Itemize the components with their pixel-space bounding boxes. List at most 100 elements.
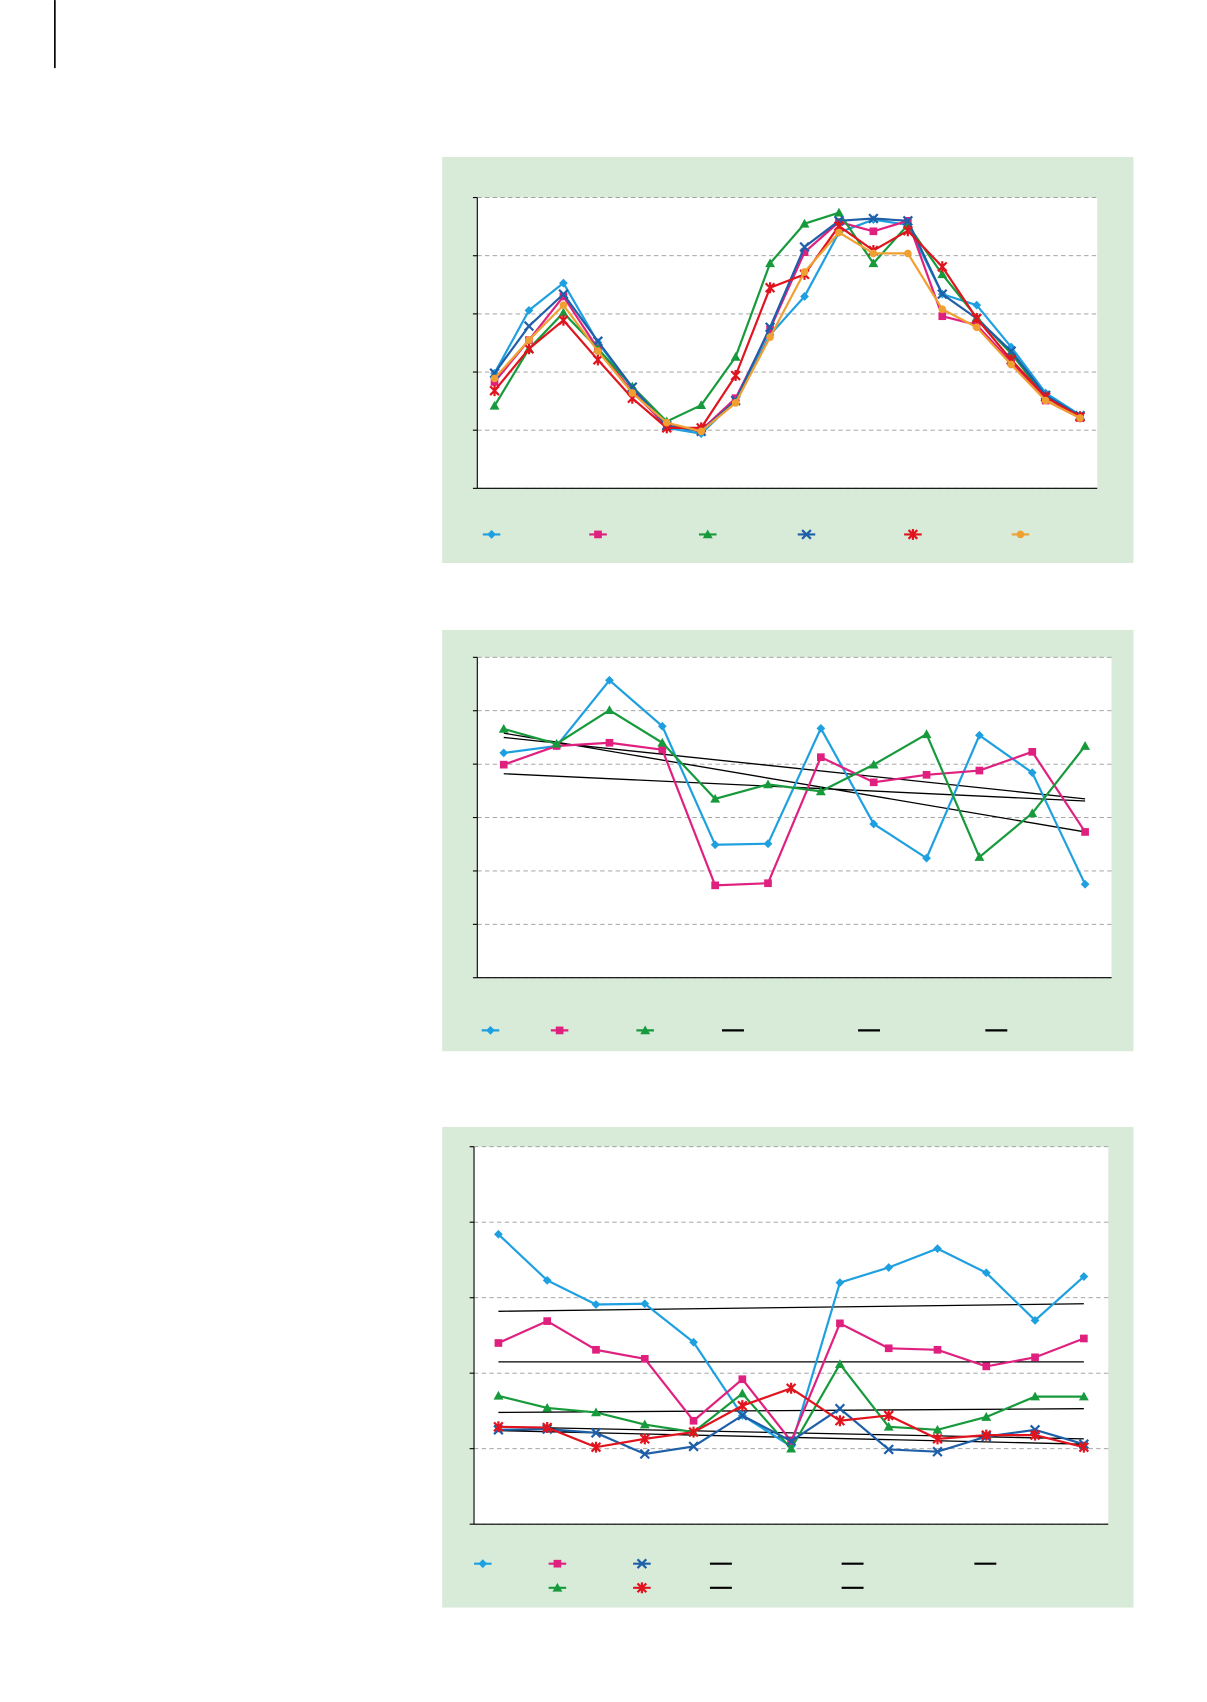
marker-shape — [799, 241, 810, 253]
marker-shape — [868, 759, 879, 769]
marker-shape — [494, 1229, 503, 1239]
marker — [525, 336, 533, 344]
series-line — [493, 219, 1081, 432]
marker — [1027, 768, 1037, 778]
marker — [1028, 748, 1037, 756]
marker-shape — [590, 1441, 602, 1453]
marker-shape — [730, 370, 741, 382]
marker — [689, 1337, 698, 1347]
marker-shape — [710, 840, 720, 850]
marker-shape — [937, 288, 948, 300]
marker-shape — [1079, 1272, 1089, 1281]
marker-shape — [558, 288, 569, 300]
marker-shape — [658, 745, 667, 754]
marker — [836, 1319, 844, 1328]
marker-shape — [800, 268, 809, 276]
marker-shape — [1076, 414, 1084, 422]
marker — [555, 1026, 564, 1035]
marker — [1081, 828, 1089, 836]
marker-shape — [711, 881, 719, 890]
marker-shape — [487, 530, 496, 539]
marker — [559, 301, 568, 310]
marker-shape — [1031, 1353, 1039, 1362]
marker — [697, 427, 706, 436]
series-line — [493, 224, 1081, 429]
marker-shape — [639, 1419, 650, 1429]
marker — [636, 1582, 648, 1594]
marker — [553, 1559, 562, 1568]
marker — [594, 347, 602, 355]
marker — [904, 249, 912, 258]
marker — [590, 1441, 602, 1453]
series-line — [493, 231, 1081, 433]
marker-shape — [868, 213, 879, 224]
marker — [730, 370, 741, 382]
marker — [974, 852, 985, 861]
marker-shape — [921, 729, 932, 739]
marker-shape — [1081, 828, 1089, 836]
marker — [493, 1390, 504, 1400]
marker — [786, 1443, 797, 1453]
marker — [971, 313, 982, 325]
marker — [737, 1400, 748, 1412]
marker — [543, 1317, 552, 1325]
marker — [1076, 414, 1084, 422]
marker — [1030, 1391, 1041, 1401]
marker-shape — [1078, 1391, 1089, 1401]
marker-shape — [738, 1375, 747, 1384]
marker — [799, 241, 810, 253]
marker-shape — [590, 1427, 602, 1438]
marker — [710, 840, 720, 850]
marker — [639, 1419, 650, 1429]
marker-shape — [981, 1268, 991, 1278]
marker-shape — [493, 1421, 504, 1433]
marker — [868, 213, 879, 224]
marker — [478, 1559, 488, 1569]
marker — [639, 1433, 650, 1445]
marker-shape — [688, 1426, 699, 1438]
marker-shape — [559, 292, 568, 301]
trend-line — [503, 732, 1086, 833]
marker — [883, 1421, 894, 1431]
marker — [640, 1025, 651, 1035]
marker-shape — [1029, 1429, 1041, 1441]
marker-shape — [559, 301, 568, 310]
marker-shape — [799, 218, 810, 228]
marker-shape — [688, 1441, 699, 1452]
marker — [937, 288, 948, 300]
marker — [559, 292, 568, 301]
marker-shape — [662, 418, 671, 427]
marker — [883, 1444, 894, 1455]
marker-shape — [937, 261, 948, 273]
marker-shape — [902, 215, 914, 227]
marker — [1041, 396, 1050, 405]
marker-shape — [982, 1362, 991, 1371]
marker-shape — [605, 738, 614, 747]
marker — [907, 528, 919, 540]
marker-shape — [869, 249, 878, 258]
marker — [764, 879, 772, 888]
marker — [982, 1362, 991, 1371]
marker — [817, 753, 825, 762]
marker-shape — [869, 227, 878, 236]
marker — [938, 312, 947, 321]
series-line — [503, 741, 1087, 887]
series-line — [503, 708, 1086, 859]
marker-shape — [689, 1416, 698, 1425]
marker-shape — [1027, 808, 1038, 818]
plot-area — [477, 197, 1098, 489]
marker — [1078, 1441, 1090, 1453]
marker-shape — [902, 225, 914, 237]
marker-shape — [868, 258, 879, 268]
marker-shape — [764, 879, 772, 888]
marker-shape — [737, 1400, 748, 1412]
marker — [816, 723, 826, 733]
marker-shape — [737, 1410, 748, 1421]
marker-shape — [730, 351, 741, 361]
marker-shape — [883, 1421, 894, 1431]
marker — [594, 530, 602, 539]
marker-shape — [558, 307, 569, 317]
marker — [552, 1582, 563, 1592]
marker — [657, 721, 667, 731]
marker — [493, 1421, 504, 1433]
